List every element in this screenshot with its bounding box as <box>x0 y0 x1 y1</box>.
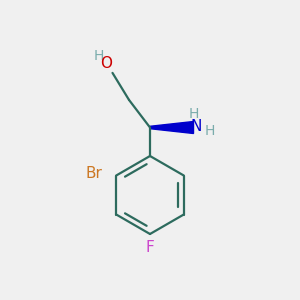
Text: H: H <box>188 107 199 121</box>
Text: N: N <box>191 119 202 134</box>
Text: H: H <box>94 50 104 63</box>
Text: O: O <box>100 56 112 71</box>
Text: Br: Br <box>85 166 102 181</box>
Text: F: F <box>146 240 154 255</box>
Polygon shape <box>150 122 194 134</box>
Text: H: H <box>205 124 215 137</box>
